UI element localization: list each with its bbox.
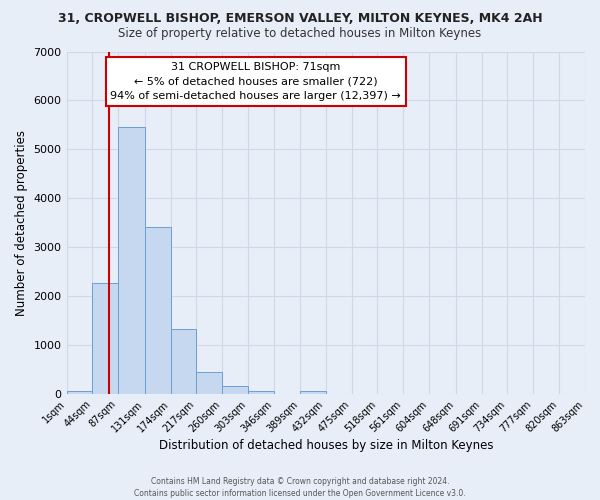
Bar [248,391,274,394]
X-axis label: Distribution of detached houses by size in Milton Keynes: Distribution of detached houses by size … [158,440,493,452]
Bar [145,226,170,394]
Y-axis label: Number of detached properties: Number of detached properties [15,130,28,316]
Bar [67,390,92,394]
Bar [300,392,326,394]
Text: 31, CROPWELL BISHOP, EMERSON VALLEY, MILTON KEYNES, MK4 2AH: 31, CROPWELL BISHOP, EMERSON VALLEY, MIL… [58,12,542,26]
Text: Size of property relative to detached houses in Milton Keynes: Size of property relative to detached ho… [118,28,482,40]
Text: 31 CROPWELL BISHOP: 71sqm
← 5% of detached houses are smaller (722)
94% of semi-: 31 CROPWELL BISHOP: 71sqm ← 5% of detach… [110,62,401,102]
Bar [196,372,223,394]
Text: Contains HM Land Registry data © Crown copyright and database right 2024.
Contai: Contains HM Land Registry data © Crown c… [134,476,466,498]
Bar [118,128,145,394]
Bar [170,328,196,394]
Bar [92,283,118,394]
Bar [223,386,248,394]
